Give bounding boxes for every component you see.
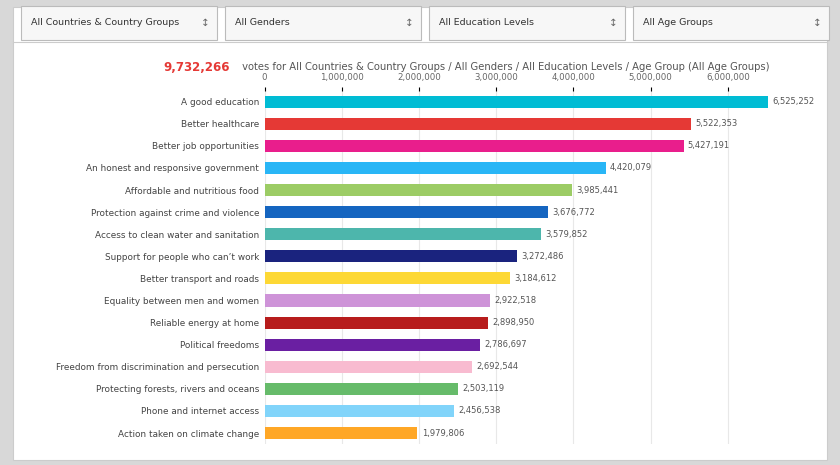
Bar <box>265 184 572 196</box>
Text: ↕: ↕ <box>609 18 617 28</box>
Bar <box>265 427 417 439</box>
FancyBboxPatch shape <box>633 6 829 40</box>
Text: ↕: ↕ <box>813 18 822 28</box>
Text: 6,525,252: 6,525,252 <box>773 97 815 106</box>
Text: 2,898,950: 2,898,950 <box>493 318 535 327</box>
Text: 5,427,191: 5,427,191 <box>688 141 730 150</box>
Text: 3,184,612: 3,184,612 <box>515 274 557 283</box>
Text: 2,692,544: 2,692,544 <box>477 362 519 371</box>
Text: All Countries & Country Groups: All Countries & Country Groups <box>31 18 179 27</box>
Bar <box>265 272 511 285</box>
Text: 5,522,353: 5,522,353 <box>696 120 738 128</box>
Bar <box>265 361 472 373</box>
Text: 2,503,119: 2,503,119 <box>462 385 504 393</box>
Bar <box>265 162 606 174</box>
FancyBboxPatch shape <box>225 6 421 40</box>
Text: All Age Groups: All Age Groups <box>643 18 713 27</box>
Bar <box>265 118 691 130</box>
Text: votes for All Countries & Country Groups / All Genders / All Education Levels / : votes for All Countries & Country Groups… <box>239 62 770 73</box>
FancyBboxPatch shape <box>13 7 827 460</box>
Bar <box>265 339 480 351</box>
Bar <box>265 383 458 395</box>
Text: 1,979,806: 1,979,806 <box>422 429 464 438</box>
Text: 9,732,266: 9,732,266 <box>164 61 230 74</box>
Text: 3,676,772: 3,676,772 <box>553 208 596 217</box>
Text: 2,456,538: 2,456,538 <box>459 406 501 415</box>
Text: 3,985,441: 3,985,441 <box>576 186 619 194</box>
Bar <box>265 140 684 152</box>
Bar <box>265 405 454 417</box>
Bar <box>265 250 517 262</box>
Bar <box>265 317 488 329</box>
FancyBboxPatch shape <box>21 6 217 40</box>
FancyBboxPatch shape <box>429 6 625 40</box>
Text: 2,922,518: 2,922,518 <box>495 296 537 305</box>
Text: ↕: ↕ <box>201 18 209 28</box>
Text: All Genders: All Genders <box>235 18 290 27</box>
Bar <box>265 294 491 306</box>
Bar <box>265 206 549 218</box>
Text: 3,272,486: 3,272,486 <box>522 252 564 261</box>
Text: 4,420,079: 4,420,079 <box>610 164 652 173</box>
Text: All Education Levels: All Education Levels <box>439 18 534 27</box>
Text: 2,786,697: 2,786,697 <box>484 340 527 349</box>
Text: ↕: ↕ <box>405 18 413 28</box>
Text: 3,579,852: 3,579,852 <box>545 230 588 239</box>
Bar <box>265 228 541 240</box>
Bar <box>265 96 769 108</box>
